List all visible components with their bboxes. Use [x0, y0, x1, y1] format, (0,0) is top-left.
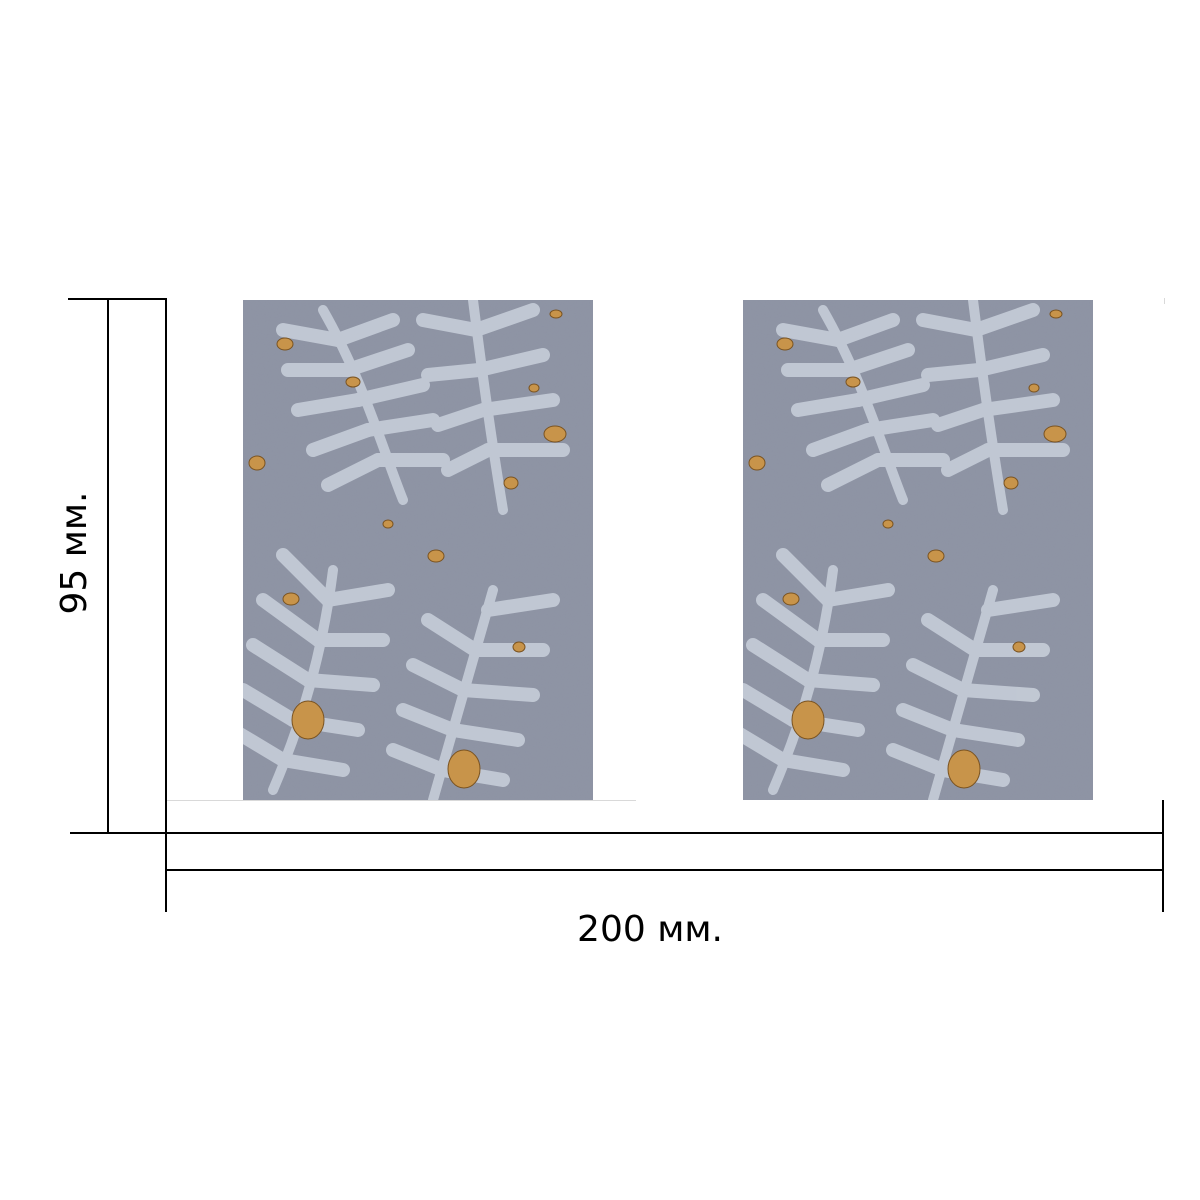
width-label: 200 мм. — [577, 909, 723, 950]
product-bottom-edge — [166, 800, 636, 801]
product-right-edge — [1164, 298, 1165, 304]
width-extension-left — [165, 800, 167, 912]
height-label: 95 мм. — [54, 491, 95, 615]
width-reference-line — [165, 832, 1164, 834]
height-extension-bottom — [70, 832, 166, 834]
fern-pattern-photo-right — [743, 300, 1093, 800]
height-extension-top — [68, 298, 166, 300]
height-dimension-line — [107, 298, 109, 834]
height-reference-line — [165, 298, 167, 834]
width-dimension-line — [165, 869, 1164, 871]
photo-panel-left — [243, 300, 593, 800]
fern-pattern-photo-left — [243, 300, 593, 800]
width-extension-right — [1162, 800, 1164, 912]
photo-panel-right — [743, 300, 1093, 800]
